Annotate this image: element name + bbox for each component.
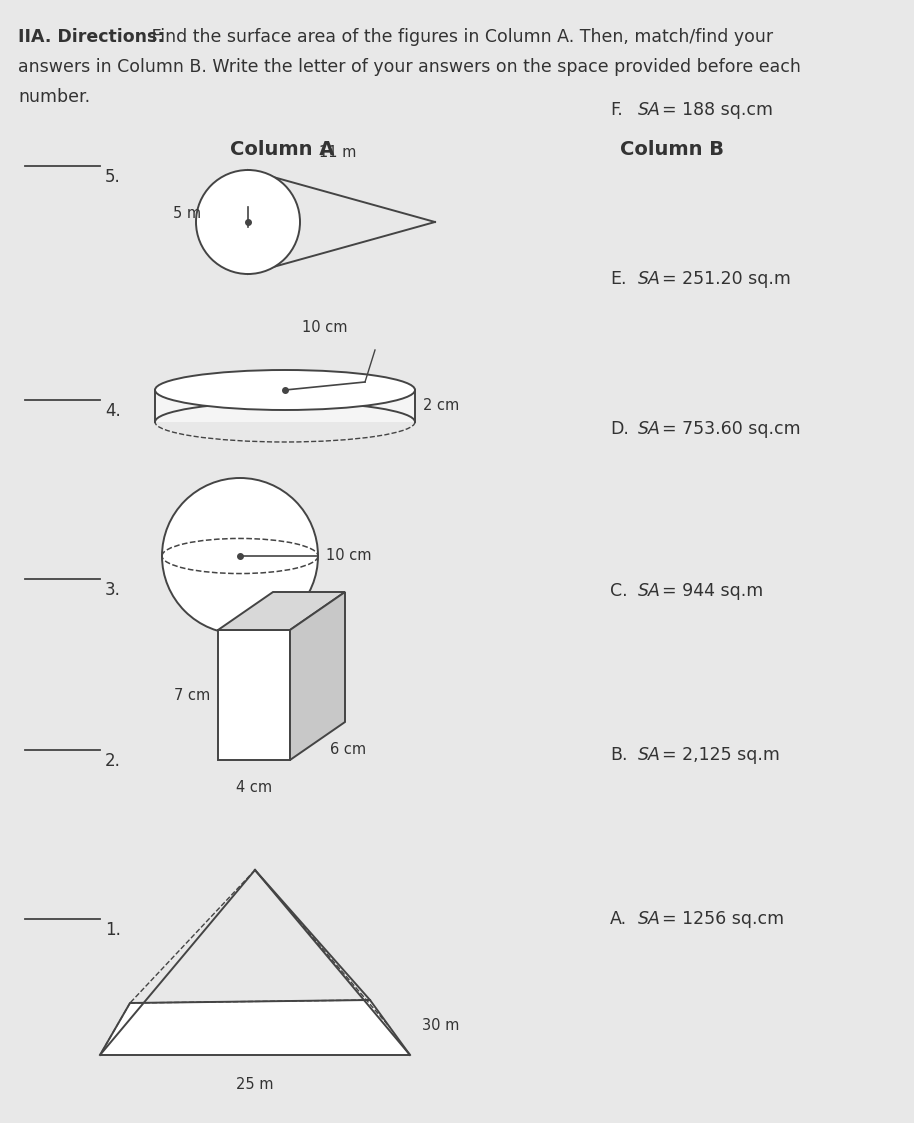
Text: IIA. Directions:: IIA. Directions: [18,28,165,46]
Text: Find the surface area of the figures in Column A. Then, match/find your: Find the surface area of the figures in … [146,28,773,46]
Text: = 2,125 sq.m: = 2,125 sq.m [662,746,780,764]
Text: = 944 sq.m: = 944 sq.m [662,582,763,600]
Text: = 188 sq.cm: = 188 sq.cm [662,101,773,119]
Ellipse shape [155,369,415,410]
Circle shape [162,478,318,634]
Text: D.: D. [610,420,629,438]
Text: 4 cm: 4 cm [236,780,272,795]
Polygon shape [290,592,345,760]
Text: SA: SA [638,910,661,928]
Text: number.: number. [18,88,90,106]
Text: B.: B. [610,746,628,764]
Text: answers in Column B. Write the letter of your answers on the space provided befo: answers in Column B. Write the letter of… [18,58,801,76]
Text: 11 m: 11 m [319,145,356,159]
Text: Column B: Column B [620,140,724,159]
Text: 3.: 3. [105,582,121,600]
Text: A.: A. [610,910,627,928]
Text: 1.: 1. [105,921,121,939]
Text: Column A: Column A [230,140,335,159]
Circle shape [196,170,300,274]
Text: 5 m: 5 m [173,207,201,221]
Polygon shape [218,630,290,760]
Text: F.: F. [610,101,622,119]
Text: 6 cm: 6 cm [330,741,366,757]
Text: 7 cm: 7 cm [174,687,210,703]
Text: E.: E. [610,270,626,287]
Text: SA: SA [638,420,661,438]
Text: 10 cm: 10 cm [326,548,371,564]
Text: C.: C. [610,582,628,600]
Text: 10 cm: 10 cm [303,320,347,335]
Text: = 1256 sq.cm: = 1256 sq.cm [662,910,784,928]
Text: 5.: 5. [105,168,121,186]
Text: = 753.60 sq.cm: = 753.60 sq.cm [662,420,801,438]
Polygon shape [155,390,415,422]
Polygon shape [218,592,345,630]
Text: SA: SA [638,582,661,600]
Text: 4.: 4. [105,402,121,420]
Text: SA: SA [638,270,661,287]
Text: SA: SA [638,101,661,119]
Text: = 251.20 sq.m: = 251.20 sq.m [662,270,791,287]
Text: SA: SA [638,746,661,764]
Text: 25 m: 25 m [236,1077,274,1092]
Text: 2.: 2. [105,752,121,770]
Text: 2 cm: 2 cm [423,399,459,413]
Polygon shape [100,999,410,1054]
Text: 30 m: 30 m [422,1017,460,1032]
